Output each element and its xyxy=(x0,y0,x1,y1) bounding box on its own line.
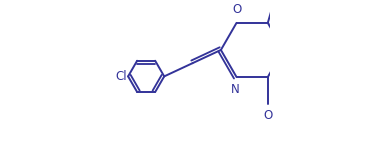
Text: Cl: Cl xyxy=(115,70,127,83)
Text: O: O xyxy=(232,3,241,16)
Text: O: O xyxy=(263,109,273,122)
Text: N: N xyxy=(230,83,239,96)
